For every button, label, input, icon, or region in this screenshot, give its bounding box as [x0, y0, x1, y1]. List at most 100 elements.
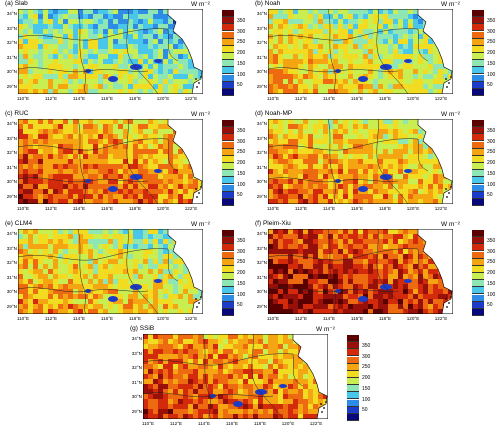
grid-cell: [403, 44, 408, 49]
grid-cell: [128, 74, 133, 79]
grid-cell: [273, 184, 278, 189]
grid-cell: [323, 24, 328, 29]
grid-cell: [23, 24, 28, 29]
grid-cell: [318, 279, 323, 284]
grid-cell: [308, 79, 313, 84]
grid-cell: [148, 9, 153, 14]
grid-cell: [98, 309, 103, 314]
grid-cell: [93, 249, 98, 254]
grid-cell: [253, 364, 258, 369]
grid-cell: [408, 254, 413, 259]
grid-cell: [273, 254, 278, 259]
grid-cell: [313, 259, 318, 264]
grid-cell: [328, 264, 333, 269]
grid-cell: [333, 304, 338, 309]
grid-cell: [353, 304, 358, 309]
grid-cell: [183, 389, 188, 394]
lon-tick-label: 114°E: [73, 96, 85, 101]
grid-cell: [353, 84, 358, 89]
grid-cell: [223, 369, 228, 374]
lat-tick-label: 31°N: [250, 165, 267, 170]
grid-cell: [38, 249, 43, 254]
lat-tick-label: 30°N: [0, 69, 17, 74]
grid-cell: [143, 414, 148, 419]
grid-cell: [273, 199, 278, 204]
grid-cell: [68, 269, 73, 274]
grid-cell: [268, 44, 273, 49]
colorbar-swatch: [472, 32, 484, 39]
grid-cell: [293, 254, 298, 259]
grid-cell: [23, 299, 28, 304]
grid-cell: [188, 69, 193, 74]
grid-cell: [413, 249, 418, 254]
grid-cell: [48, 129, 53, 134]
grid-cell: [338, 119, 343, 124]
grid-cell: [393, 274, 398, 279]
grid-cell: [273, 244, 278, 249]
grid-cell: [188, 184, 193, 189]
grid-cell: [338, 29, 343, 34]
grid-cell: [368, 184, 373, 189]
grid-cell: [108, 49, 113, 54]
colorbar: [347, 335, 359, 421]
grid-cell: [258, 399, 263, 404]
colorbar-tick-label: 150: [237, 61, 245, 67]
grid-cell: [278, 374, 283, 379]
grid-cell: [63, 169, 68, 174]
grid-cell: [298, 129, 303, 134]
grid-cell: [433, 49, 438, 54]
grid-cell: [388, 259, 393, 264]
grid-cell: [108, 129, 113, 134]
grid-cell: [398, 279, 403, 284]
lake: [404, 279, 412, 283]
grid-cell: [288, 274, 293, 279]
grid-cell: [93, 284, 98, 289]
grid-cell: [278, 179, 283, 184]
grid-cell: [153, 299, 158, 304]
grid-cell: [73, 34, 78, 39]
grid-cell: [33, 39, 38, 44]
grid-cell: [33, 174, 38, 179]
grid-cell: [128, 179, 133, 184]
grid-cell: [158, 184, 163, 189]
grid-cell: [73, 244, 78, 249]
grid-cell: [188, 409, 193, 414]
grid-cell: [163, 269, 168, 274]
grid-cell: [413, 69, 418, 74]
grid-cell: [123, 174, 128, 179]
grid-cell: [183, 289, 188, 294]
grid-cell: [18, 289, 23, 294]
grid-cell: [108, 54, 113, 59]
grid-cell: [88, 29, 93, 34]
grid-cell: [368, 129, 373, 134]
grid-cell: [148, 294, 153, 299]
grid-cell: [243, 399, 248, 404]
grid-cell: [298, 264, 303, 269]
grid-cell: [298, 89, 303, 94]
grid-cell: [158, 199, 163, 204]
grid-cell: [393, 244, 398, 249]
grid-cell: [273, 354, 278, 359]
grid-cell: [43, 29, 48, 34]
grid-cell: [38, 9, 43, 14]
grid-cell: [133, 79, 138, 84]
grid-cell: [268, 199, 273, 204]
grid-cell: [123, 309, 128, 314]
grid-cell: [383, 119, 388, 124]
grid-cell: [93, 24, 98, 29]
grid-cell: [368, 274, 373, 279]
grid-cell: [308, 414, 313, 419]
grid-cell: [158, 389, 163, 394]
grid-cell: [138, 149, 143, 154]
grid-cell: [93, 229, 98, 234]
grid-cell: [163, 19, 168, 24]
grid-cell: [123, 239, 128, 244]
lat-tick-label: 31°N: [250, 275, 267, 280]
grid-cell: [393, 259, 398, 264]
grid-cell: [38, 19, 43, 24]
grid-cell: [373, 284, 378, 289]
grid-cell: [418, 239, 423, 244]
grid-cell: [108, 9, 113, 14]
grid-cell: [373, 174, 378, 179]
grid-cell: [308, 374, 313, 379]
